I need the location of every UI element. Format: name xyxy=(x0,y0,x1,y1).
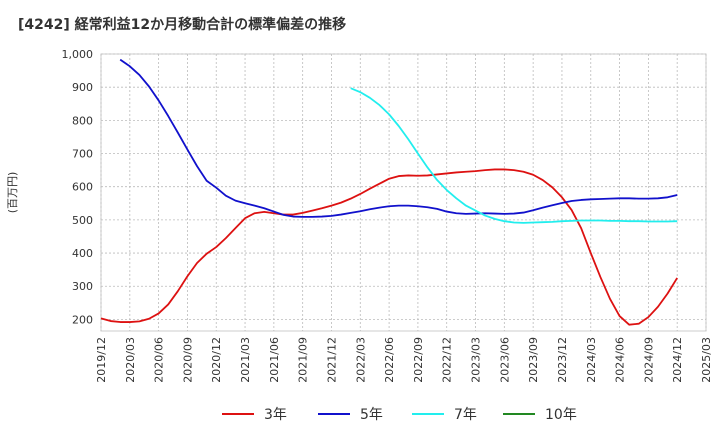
series-line-3年 xyxy=(100,168,678,326)
plot-area xyxy=(100,53,707,332)
y-tick-label: 300 xyxy=(72,280,93,293)
legend-label: 7年 xyxy=(454,407,477,423)
x-tick-label: 2021/06 xyxy=(268,337,281,383)
x-tick-label: 2020/09 xyxy=(181,337,194,383)
x-tick-label: 2023/12 xyxy=(556,337,569,383)
x-tick-label: 2024/06 xyxy=(614,337,627,383)
series-lines xyxy=(100,58,678,326)
x-tick-label: 2023/09 xyxy=(527,337,540,383)
series-line-5年 xyxy=(119,58,678,218)
x-tick-label: 2020/12 xyxy=(210,337,223,383)
x-tick-label: 2024/12 xyxy=(671,337,684,383)
x-tick-label: 2024/03 xyxy=(585,337,598,383)
legend-label: 10年 xyxy=(545,407,577,423)
x-tick-label: 2022/09 xyxy=(412,337,425,383)
series-line-7年 xyxy=(350,87,678,224)
x-tick-label: 2025/03 xyxy=(700,337,713,383)
x-tick-label: 2022/03 xyxy=(354,337,367,383)
y-axis-label: (百万円) xyxy=(6,172,19,214)
y-tick-label: 500 xyxy=(72,214,93,227)
x-tick-label: 2023/03 xyxy=(470,337,483,383)
y-tick-label: 400 xyxy=(72,247,93,260)
x-tick-label: 2021/12 xyxy=(325,337,338,383)
x-tick-label: 2019/12 xyxy=(95,337,108,383)
x-tick-label: 2022/06 xyxy=(383,337,396,383)
y-tick-label: 900 xyxy=(72,81,93,94)
x-tick-label: 2021/03 xyxy=(239,337,252,383)
y-tick-label: 600 xyxy=(72,181,93,194)
y-tick-label: 800 xyxy=(72,114,93,127)
axes: 200 300 400 500 600 700 800 900 1,000 2019/12 2020… xyxy=(6,48,713,383)
y-tick-label: 700 xyxy=(72,148,93,161)
x-tick-label: 2022/12 xyxy=(441,337,454,383)
x-tick-label: 2021/09 xyxy=(297,337,310,383)
grid-lines xyxy=(100,53,707,332)
chart-title: [4242] 経常利益12か月移動合計の標準偏差の推移 xyxy=(18,17,347,33)
x-tick-label: 2024/09 xyxy=(642,337,655,383)
x-tick-label: 2020/03 xyxy=(124,337,137,383)
x-tick-label: 2020/06 xyxy=(153,337,166,383)
y-tick-label: 200 xyxy=(72,313,93,326)
legend: 3年 5年 7年 10年 xyxy=(222,407,577,423)
legend-label: 3年 xyxy=(264,407,287,423)
x-tick-label: 2023/06 xyxy=(498,337,511,383)
legend-label: 5年 xyxy=(360,407,383,423)
y-tick-label: 1,000 xyxy=(62,48,94,61)
